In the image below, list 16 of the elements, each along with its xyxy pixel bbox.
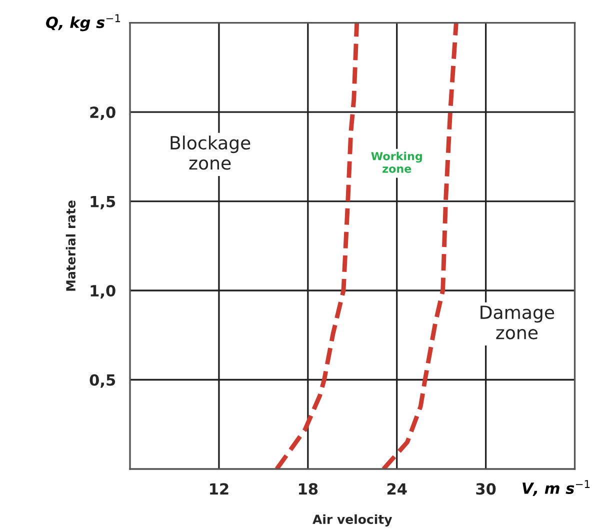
- y-tick-label: 1,0: [90, 284, 116, 298]
- y-tick-label: 1,5: [90, 196, 116, 210]
- x-tick-label: 30: [476, 483, 496, 495]
- line-series: [274, 22, 360, 469]
- text: V, m s$^{−1}$: [522, 480, 590, 496]
- x-tick-label: 12: [210, 483, 228, 494]
- y-axis-title: Material rate: [66, 200, 76, 291]
- annotation: Blockage zone: [170, 136, 250, 170]
- annotation: Damage zone: [480, 306, 554, 340]
- text: Q, kg s$^{−1}$: [46, 14, 120, 32]
- x-tick-label: 24: [387, 483, 407, 494]
- y-tick-label: 2,0: [90, 106, 116, 120]
- x-tick-label: 18: [299, 483, 318, 495]
- annotation: Working zone: [371, 152, 422, 173]
- y-tick-label: 0,5: [90, 374, 116, 388]
- x-axis-title: Air velocity: [312, 514, 392, 527]
